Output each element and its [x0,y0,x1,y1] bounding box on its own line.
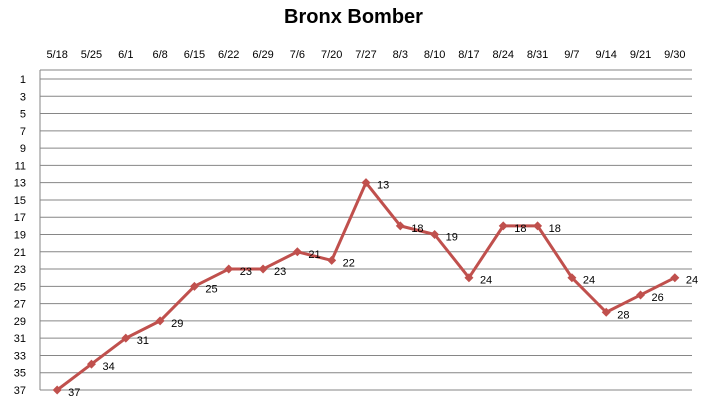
data-label: 37 [68,387,80,399]
data-label: 26 [652,292,664,304]
data-point-marker [533,221,543,231]
x-tick-label: 6/15 [184,49,205,61]
data-point-marker [395,221,405,231]
y-tick-label: 33 [14,350,26,362]
data-point-marker [327,255,337,265]
y-tick-label: 37 [14,385,26,397]
y-tick-label: 35 [14,368,26,380]
data-label: 19 [446,232,458,244]
data-point-marker [670,273,680,283]
data-point-marker [498,221,508,231]
data-label: 18 [514,223,526,235]
x-tick-label: 5/25 [81,49,102,61]
data-label: 28 [617,309,629,321]
x-tick-label: 9/7 [564,49,579,61]
data-point-marker [567,273,577,283]
x-tick-label: 7/6 [290,49,305,61]
gridlines [40,78,692,391]
axes [39,69,692,390]
x-tick-label: 6/29 [252,49,273,61]
data-point-marker [155,316,165,326]
data-label: 23 [274,266,286,278]
data-point-marker [292,247,302,257]
data-label: 18 [411,223,423,235]
y-tick-label: 1 [20,74,26,86]
y-tick-label: 7 [20,126,26,138]
data-label: 18 [549,223,561,235]
data-label: 31 [137,335,149,347]
data-point-marker [52,385,62,395]
y-tick-label: 21 [14,247,26,259]
data-label: 24 [686,275,698,287]
data-point-marker [258,264,268,274]
data-point-marker [636,290,646,300]
x-tick-label: 9/14 [595,49,616,61]
x-tick-label: 8/31 [527,49,548,61]
data-point-marker [189,281,199,291]
data-label: 29 [171,318,183,330]
y-tick-label: 27 [14,299,26,311]
data-label: 24 [583,275,595,287]
data-labels: 37 34 31 29 25 23 23 21 22 13 18 19 24 18 18 24 28 26 24 [68,180,698,399]
y-tick-label: 15 [14,195,26,207]
data-point-marker [86,359,96,369]
y-tick-label: 31 [14,333,26,345]
x-tick-label: 8/17 [458,49,479,61]
x-tick-labels: 5/18 5/25 6/1 6/8 6/15 6/22 6/29 7/6 7/20 7/27 8/3… [46,49,685,61]
y-tick-label: 13 [14,178,26,190]
x-tick-label: 6/1 [118,49,133,61]
x-tick-label: 6/8 [152,49,167,61]
y-tick-label: 3 [20,91,26,103]
data-point-marker [601,307,611,317]
y-tick-label: 19 [14,230,26,242]
data-point-marker [224,264,234,274]
data-markers [52,178,680,395]
x-tick-label: 6/22 [218,49,239,61]
data-label: 21 [308,249,320,261]
y-tick-label: 29 [14,316,26,328]
x-tick-label: 7/27 [355,49,376,61]
data-point-marker [361,178,371,188]
data-label: 24 [480,275,492,287]
data-label: 22 [343,257,355,269]
chart-title: Bronx Bomber [284,6,423,28]
x-tick-label: 9/30 [664,49,685,61]
data-label: 25 [205,283,217,295]
data-label: 13 [377,180,389,192]
data-point-marker [430,230,440,239]
data-label: 23 [240,266,252,278]
x-tick-label: 5/18 [46,49,67,61]
y-tick-label: 17 [14,212,26,224]
x-tick-label: 8/24 [493,49,514,61]
x-tick-label: 8/10 [424,49,445,61]
x-tick-label: 7/20 [321,49,342,61]
x-tick-label: 9/21 [630,49,651,61]
data-point-marker [464,273,474,283]
y-tick-label: 25 [14,281,26,293]
data-label: 34 [102,361,114,373]
data-point-marker [121,333,131,343]
x-tick-label: 8/3 [393,49,408,61]
y-tick-label: 23 [14,264,26,276]
y-tick-label: 11 [15,160,26,172]
y-tick-label: 9 [20,143,26,155]
y-tick-label: 5 [20,109,26,121]
